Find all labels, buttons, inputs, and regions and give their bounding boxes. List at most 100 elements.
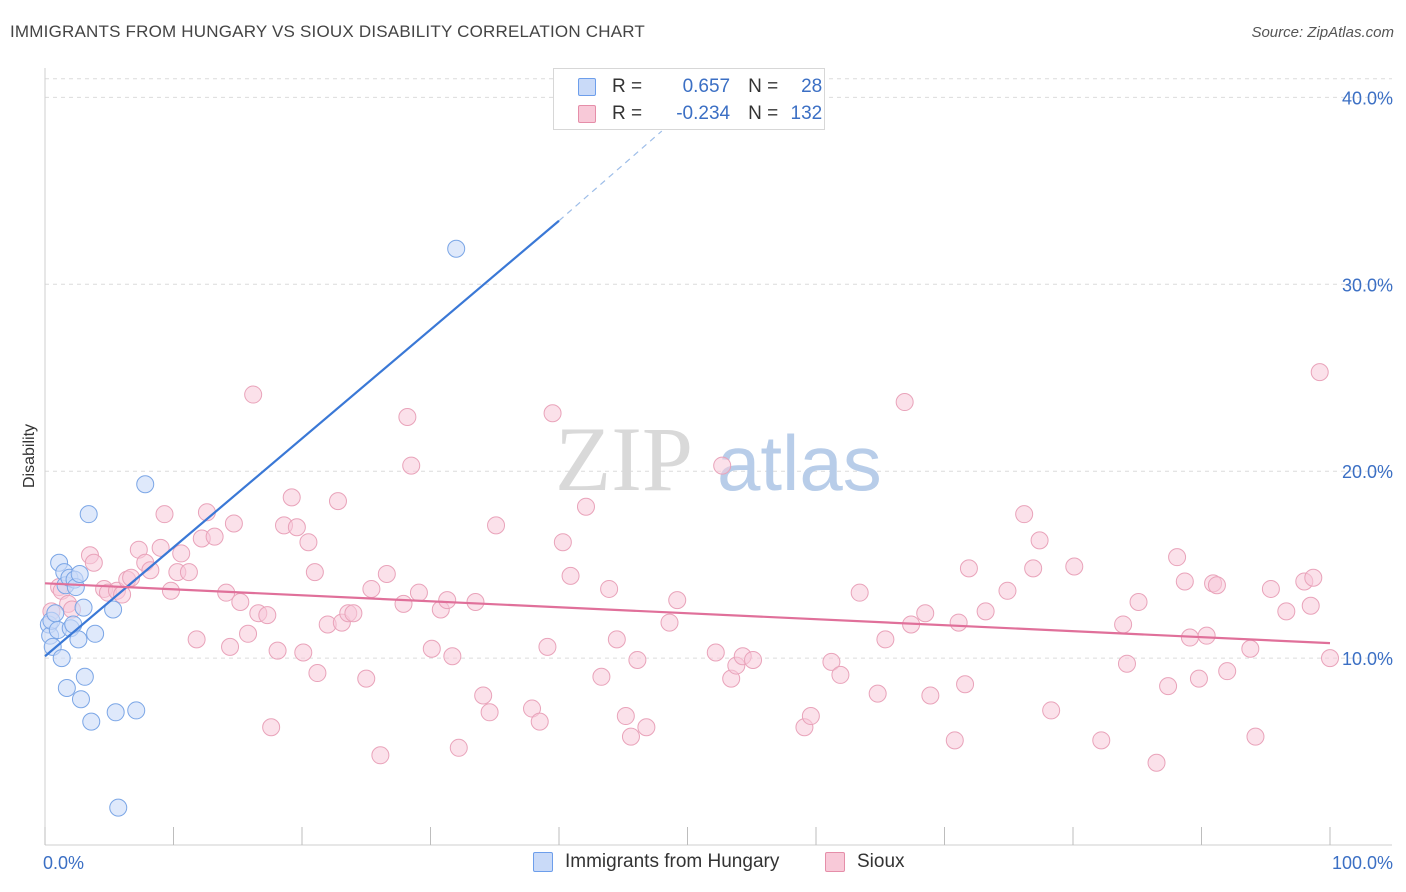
gridlines [45, 78, 1392, 659]
sioux-point [561, 566, 580, 585]
sioux-point [1147, 753, 1166, 772]
sioux-point [1207, 576, 1226, 595]
sioux-point [706, 643, 725, 662]
sioux-point [876, 630, 895, 649]
hungary-point [64, 615, 83, 634]
sioux-point [949, 613, 968, 632]
sioux-point [538, 637, 557, 656]
hungary-point [104, 600, 123, 619]
hungary-swatch [533, 852, 553, 872]
sioux-point [1218, 662, 1237, 681]
sioux-point [474, 686, 493, 705]
hungary-point [106, 703, 125, 722]
sioux-point [172, 544, 191, 563]
sioux-point [308, 664, 327, 683]
sioux-point [357, 669, 376, 688]
hungary-point [136, 475, 155, 494]
sioux-point [1159, 677, 1178, 696]
sioux-point [576, 497, 595, 516]
sioux-point [443, 647, 462, 666]
sioux-point [1197, 626, 1216, 645]
sioux-point [409, 583, 428, 602]
hungary-point [52, 649, 71, 668]
sioux-point [668, 591, 687, 610]
sioux-point [155, 505, 174, 524]
sioux-point [1024, 559, 1043, 578]
hungary-point [109, 798, 128, 817]
sioux-point [600, 579, 619, 598]
y-tick-label: 40.0% [1342, 88, 1393, 108]
sioux-point [1129, 593, 1148, 612]
sioux-point [287, 518, 306, 537]
sioux-point [362, 579, 381, 598]
hungary-trend-line [44, 219, 560, 658]
sioux-point [299, 533, 318, 552]
n-label: N = [748, 76, 779, 97]
sioux-point [258, 606, 277, 625]
sioux-point [530, 712, 549, 731]
sioux-point [592, 667, 611, 686]
hungary-point [46, 604, 65, 623]
sioux-point [956, 675, 975, 694]
sioux-point [1065, 557, 1084, 576]
sioux-point [637, 718, 656, 737]
sioux-point [921, 686, 940, 705]
sioux-point [480, 703, 499, 722]
sioux-point [141, 561, 160, 580]
sioux-point [487, 516, 506, 535]
n-value: 28 [801, 76, 823, 97]
watermark: ZIP atlas [555, 408, 882, 510]
sioux-point [616, 707, 635, 726]
watermark-atlas: atlas [717, 419, 882, 507]
y-tick-label: 10.0% [1342, 649, 1393, 669]
sioux-point [976, 602, 995, 621]
sioux-point [402, 456, 421, 475]
sioux-point [1241, 639, 1260, 658]
sioux-point [377, 564, 396, 583]
hungary-point [86, 624, 105, 643]
hungary-point [57, 679, 76, 697]
sioux-point [187, 630, 206, 649]
sioux-point [1030, 531, 1049, 550]
trend-lines [44, 130, 1331, 658]
sioux-point [1310, 363, 1329, 382]
hungary-trend-extension [558, 130, 663, 222]
legend-label-sioux: Sioux [857, 851, 905, 872]
sioux-point [268, 641, 287, 660]
n-value: 132 [790, 103, 823, 124]
sioux-point [822, 652, 841, 671]
sioux-point [660, 613, 679, 632]
sioux-point [868, 684, 887, 703]
y-axis-label: Disability [21, 424, 38, 488]
correlation-legend: R = 0.657 N = 28 R = -0.234 N = 132 [553, 68, 825, 130]
sioux-point [231, 593, 250, 612]
hungary-point [75, 667, 94, 686]
sioux-point [916, 604, 935, 623]
sioux-point [1321, 649, 1339, 668]
sioux-point [84, 553, 103, 572]
sioux-point [1189, 669, 1208, 688]
watermark-zip: ZIP [555, 408, 693, 510]
sioux-trend-line [44, 582, 1331, 645]
hungary-point [82, 712, 101, 731]
legend-row-pink: R = -0.234 N = 132 [578, 101, 822, 127]
sioux-point [221, 637, 240, 656]
sioux-point [543, 404, 562, 423]
sioux-point [945, 731, 964, 750]
sioux-point [1114, 615, 1133, 634]
sioux-point [294, 643, 313, 662]
sioux-point [628, 650, 647, 669]
axes [44, 68, 1392, 846]
source-label: Source: ZipAtlas.com [1251, 24, 1394, 41]
sioux-point [1168, 548, 1187, 567]
sioux-point [224, 514, 243, 533]
sioux-swatch [825, 852, 845, 872]
sioux-point [262, 718, 281, 737]
sioux-point [1015, 505, 1034, 524]
hungary-point [71, 690, 90, 709]
sioux-point [1117, 654, 1136, 673]
sioux-point [1277, 602, 1296, 621]
sioux-point [438, 591, 457, 610]
hungary-points [39, 239, 466, 817]
